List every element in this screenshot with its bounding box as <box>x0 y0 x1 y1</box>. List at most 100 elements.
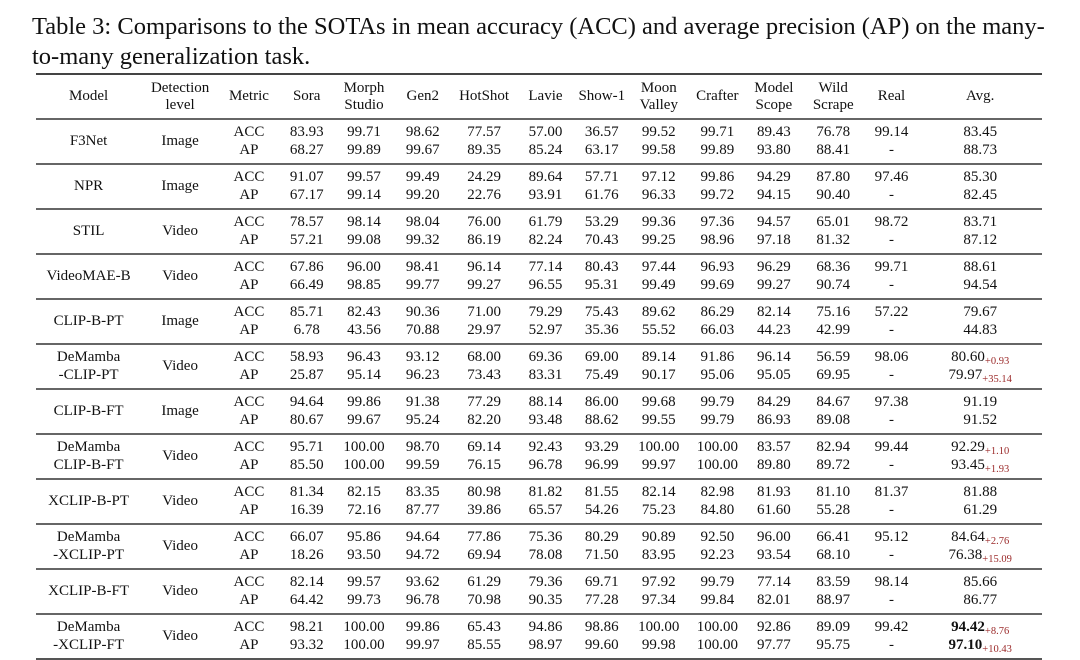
detection-level-cell: Video <box>162 537 198 554</box>
ap-value: 75.49 <box>584 366 619 383</box>
acc-value: 97.36 <box>700 214 735 230</box>
acc-value: 83.57 <box>757 439 791 455</box>
acc-value: 98.86 <box>584 619 619 635</box>
ap-value: 71.50 <box>584 546 619 563</box>
acc-value: 89.14 <box>641 349 676 365</box>
table-row: VideoMAE-B Video ACC AP 67.86 66.49 96.00 98.85… <box>36 254 1042 299</box>
value-cell: 98.04 99.32 <box>394 209 453 254</box>
acc-value: 99.68 <box>641 394 676 410</box>
ap-value: 52.97 <box>528 321 563 338</box>
detection-level-cell: Image <box>161 402 199 419</box>
value-cell: 81.55 54.26 <box>575 479 629 524</box>
value-cell: 57.71 61.76 <box>575 164 629 209</box>
metric-cell: ACC AP <box>219 434 279 479</box>
value-cell: 82.43 43.56 <box>335 299 394 344</box>
avg-line-avg-acc: 81.88 <box>918 484 1042 502</box>
ap-value: 99.49 <box>641 276 676 293</box>
ap-value: 88.97 <box>816 591 851 608</box>
value-cell: 99.71 99.89 <box>335 119 394 164</box>
acc-value: 57.22 <box>874 304 909 320</box>
ap-value: 85.24 <box>528 141 563 158</box>
avg-delta: +1.10 <box>984 446 1010 457</box>
ap-value: 99.72 <box>700 186 735 203</box>
value-cell: 56.59 69.95 <box>802 344 865 389</box>
avg-value: 83.45 <box>963 124 998 140</box>
metric-label: AP <box>239 591 259 608</box>
acc-value: 36.57 <box>584 124 619 140</box>
avg-value: 97.10 <box>948 636 983 653</box>
model-name-line: VideoMAE-B <box>46 267 131 284</box>
avg-line-avg-acc: 88.61 <box>918 259 1042 277</box>
ap-value: 88.41 <box>816 141 851 158</box>
value-cell: 67.86 66.49 <box>279 254 335 299</box>
column-header: Wild Scrape <box>802 74 865 119</box>
value-cell: 76.78 88.41 <box>802 119 865 164</box>
ap-value: 68.27 <box>289 141 324 158</box>
table-row: XCLIP-B-PT Video ACC AP 81.34 16.39 82.15 72.16… <box>36 479 1042 524</box>
acc-value: 97.12 <box>641 169 676 185</box>
acc-value: 81.93 <box>757 484 791 500</box>
value-cell: 89.62 55.52 <box>629 299 689 344</box>
ap-value: 69.95 <box>816 366 851 383</box>
avg-delta: +0.93 <box>984 356 1010 367</box>
ap-value: 88.62 <box>584 411 619 428</box>
avg-value: 84.64 <box>951 529 985 545</box>
acc-value: 98.04 <box>405 214 440 230</box>
metric-label: ACC <box>233 439 265 455</box>
ap-value: 99.97 <box>641 456 676 473</box>
value-cell: 90.89 83.95 <box>629 524 689 569</box>
avg-line-avg-acc: 83.71 <box>918 214 1042 232</box>
value-cell: 98.86 99.60 <box>575 614 629 659</box>
model-name-line: -XCLIP-PT <box>53 546 124 563</box>
value-cell: 79.36 90.35 <box>516 569 575 614</box>
metric-cell: ACC AP <box>219 119 279 164</box>
column-header: Lavie <box>516 74 575 119</box>
value-cell: 86.29 66.03 <box>689 299 746 344</box>
value-cell: 99.79 99.84 <box>689 569 746 614</box>
value-cell: 94.86 98.97 <box>516 614 575 659</box>
value-cell: 98.70 99.59 <box>394 434 453 479</box>
ap-value: 95.14 <box>347 366 381 383</box>
value-cell: 57.22- <box>865 299 919 344</box>
column-header-line: Sora <box>292 88 321 104</box>
ap-value: 87.77 <box>405 501 440 518</box>
column-header-line: Studio <box>344 96 384 113</box>
model-name-line: F3Net <box>69 132 108 149</box>
model-name-cell: XCLIP-B-FT <box>36 569 141 614</box>
ap-value: 95.31 <box>584 276 619 293</box>
ap-value: 96.33 <box>641 186 676 203</box>
ap-value: 82.20 <box>467 411 501 428</box>
model-name-cell: CLIP-B-PT <box>36 299 141 344</box>
avg-line-avg-ap: 76.38+15.09 <box>918 547 1042 565</box>
acc-value: 99.52 <box>641 124 676 140</box>
acc-value: 96.14 <box>467 259 501 275</box>
detection-level-cell: Video <box>162 447 198 464</box>
avg-line-avg-ap: 82.45 <box>918 187 1042 205</box>
column-header-line: Model <box>754 79 794 96</box>
avg-line-avg-acc: 79.67 <box>918 304 1042 322</box>
acc-value: 99.49 <box>405 169 440 185</box>
metric-label: AP <box>239 321 259 338</box>
acc-value: 99.86 <box>405 619 440 635</box>
column-header: Detection level <box>141 74 219 119</box>
ap-value: 29.97 <box>467 321 501 338</box>
value-cell: 36.57 63.17 <box>575 119 629 164</box>
ap-value: 25.87 <box>289 366 324 383</box>
acc-value: 99.42 <box>874 619 909 635</box>
value-cell: 99.71 99.89 <box>689 119 746 164</box>
acc-value: 95.86 <box>347 529 381 545</box>
value-cell: 81.82 65.57 <box>516 479 575 524</box>
column-header-line: Valley <box>639 96 678 113</box>
detection-level-cell: Video <box>162 582 198 599</box>
value-cell: 77.29 82.20 <box>452 389 516 434</box>
metric-cell: ACC AP <box>219 389 279 434</box>
table-row: NPR Image ACC AP 91.07 67.17 99.57 99.14 99.49 99… <box>36 164 1042 209</box>
ap-value: 96.99 <box>584 456 619 473</box>
model-name-cell: VideoMAE-B <box>36 254 141 299</box>
value-cell: 89.43 93.80 <box>746 119 802 164</box>
model-name-cell: STIL <box>36 209 141 254</box>
column-header-line: level <box>165 96 195 113</box>
value-cell: 24.29 22.76 <box>452 164 516 209</box>
acc-value: 99.57 <box>347 169 381 185</box>
metric-label: AP <box>239 411 259 428</box>
